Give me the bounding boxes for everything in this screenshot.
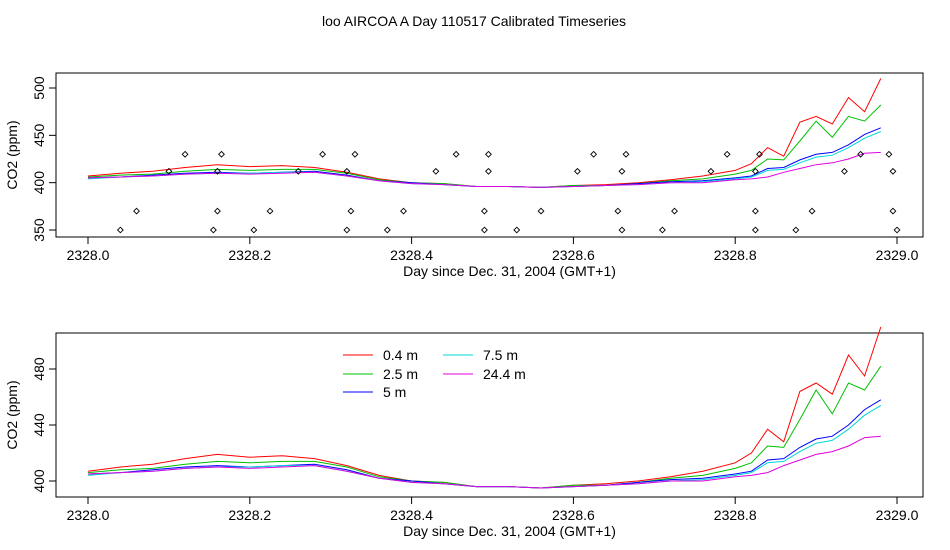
x-tick-label: 2328.2 [228, 247, 271, 263]
diamond-marker [480, 207, 488, 215]
x-tick-label: 2328.8 [714, 507, 757, 523]
diamond-marker [343, 167, 351, 175]
diamond-marker [383, 226, 391, 234]
diamond-marker [885, 150, 893, 158]
bottom-series-line-4 [87, 404, 882, 489]
diamond-marker [792, 226, 800, 234]
top-series-line-4 [87, 131, 881, 188]
diamond-marker [893, 226, 901, 234]
diamond-marker [537, 207, 545, 215]
diamond-marker [513, 226, 521, 234]
x-tick-label: 2328.8 [714, 247, 757, 263]
diamond-marker [751, 167, 759, 175]
diamond-marker [214, 167, 221, 175]
legend-label: 24.4 m [483, 366, 526, 382]
x-tick-label: 2328.6 [552, 247, 595, 263]
plot-frame [55, 72, 924, 238]
diamond-marker [294, 167, 302, 175]
diamond-marker [614, 207, 622, 215]
top-series-line-2 [87, 104, 882, 188]
diamond-marker [480, 226, 488, 234]
diamond-marker [751, 226, 759, 234]
diamond-marker [485, 150, 492, 158]
x-tick-label: 2329.0 [876, 507, 919, 523]
x-tick-label: 2329.0 [876, 247, 919, 263]
top-series-line-5 [87, 151, 881, 188]
diamond-marker [707, 167, 715, 175]
x-axis-label: Day since Dec. 31, 2004 (GMT+1) [403, 523, 616, 539]
diamond-marker [351, 150, 359, 158]
diamond-marker [218, 150, 225, 158]
diamond-marker [319, 150, 327, 158]
diamond-marker [857, 150, 865, 158]
diamond-marker [116, 226, 124, 234]
x-tick-label: 2328.4 [390, 507, 433, 523]
diamond-marker [889, 167, 897, 175]
diamond-marker [133, 207, 140, 215]
x-tick-label: 2328.0 [67, 507, 110, 523]
diamond-marker [622, 150, 630, 158]
diamond-marker [452, 150, 460, 158]
y-tick-label: 400 [31, 469, 47, 493]
y-tick-label: 350 [31, 218, 47, 242]
bottom-series-line-2 [87, 365, 882, 489]
bottom-series-line-3 [87, 399, 882, 489]
diamond-marker [723, 150, 731, 158]
legend-label: 5 m [383, 384, 406, 400]
y-tick-label: 450 [31, 123, 47, 147]
diamond-marker [840, 167, 848, 175]
diamond-marker [209, 226, 217, 234]
diamond-marker [751, 207, 759, 215]
legend-label: 2.5 m [383, 366, 418, 382]
diamond-marker [214, 207, 221, 215]
diamond-marker [889, 207, 897, 215]
diamond-marker [618, 167, 626, 175]
bottom-series-line-5 [87, 435, 881, 489]
top-series-line-3 [87, 127, 881, 188]
x-tick-label: 2328.2 [228, 507, 271, 523]
diamond-marker [756, 150, 763, 158]
x-tick-label: 2328.0 [67, 247, 110, 263]
x-tick-label: 2328.4 [390, 247, 433, 263]
legend: 0.4 m 2.5 m 5 m 7.5 m 24.4 m [343, 347, 526, 400]
diamond-marker [347, 207, 355, 215]
diamond-marker [343, 226, 351, 234]
legend-label: 0.4 m [383, 347, 418, 363]
diamond-marker [165, 167, 173, 175]
diamond-marker [432, 167, 440, 175]
diamond-marker [574, 167, 581, 175]
y-tick-label: 480 [31, 357, 47, 381]
x-axis-label: Day since Dec. 31, 2004 (GMT+1) [403, 263, 616, 279]
chart-title: loo AIRCOA A Day 110517 Calibrated Times… [322, 13, 626, 29]
diamond-marker [485, 167, 492, 175]
y-axis-label: CO2 (ppm) [4, 120, 20, 189]
legend-label: 7.5 m [483, 347, 518, 363]
diamond-marker [181, 150, 189, 158]
diamond-marker [658, 226, 666, 234]
diamond-marker [250, 226, 258, 234]
y-tick-label: 440 [31, 413, 47, 437]
plot-frame [55, 332, 924, 498]
diamond-marker [266, 207, 274, 215]
x-tick-label: 2328.6 [552, 507, 595, 523]
diamond-marker [671, 207, 678, 215]
y-tick-label: 500 [31, 76, 47, 100]
y-axis-label: CO2 (ppm) [4, 380, 20, 449]
y-tick-label: 400 [31, 171, 47, 195]
diamond-marker [618, 226, 626, 234]
diamond-marker [400, 207, 407, 215]
diamond-marker [808, 207, 816, 215]
bottom-panel: 2328.0 2328.2 2328.4 2328.6 2328.8 2329.0 400 4… [4, 326, 924, 539]
diamond-marker [590, 150, 598, 158]
top-panel: 2328.0 2328.2 2328.4 2328.6 2328.8 2329.0 350 4… [4, 72, 924, 279]
